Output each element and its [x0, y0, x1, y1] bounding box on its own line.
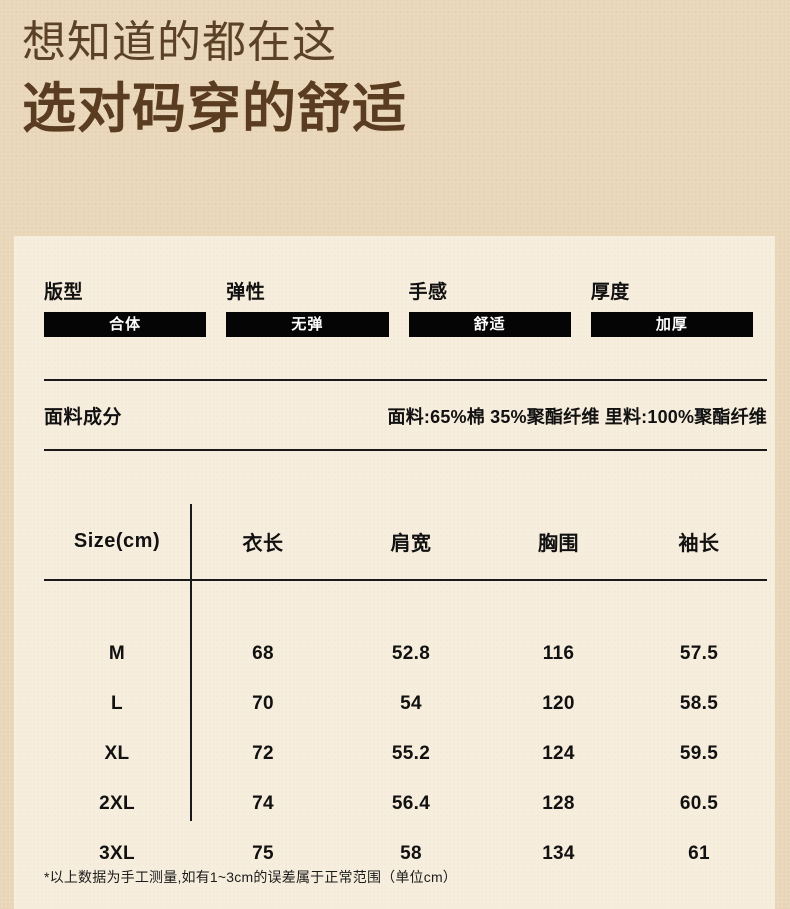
attribute-item-houdu: 厚度 加厚 — [590, 282, 753, 337]
divider-fabric-bottom — [44, 449, 767, 451]
column-header-sleeve: 袖长 — [678, 533, 720, 555]
cell-length: 75 — [252, 843, 274, 864]
measurement-footnote: *以上数据为手工测量,如有1~3cm的误差属于正常范围（单位cm） — [44, 869, 458, 885]
attribute-label: 版型 — [44, 282, 84, 303]
cell-size: 2XL — [99, 793, 135, 814]
cell-sleeve: 58.5 — [679, 693, 719, 714]
cell-shoulder: 56.4 — [391, 793, 431, 814]
attribute-item-tanxing: 弹性 无弹 — [226, 282, 389, 337]
cell-length: 70 — [252, 693, 274, 714]
divider-size-column — [190, 504, 192, 821]
heading-title: 选对码穿的舒适 — [22, 79, 407, 139]
cell-length: 68 — [252, 643, 274, 664]
table-header-row: Size(cm) 衣长 肩宽 胸围 袖长 — [44, 504, 767, 579]
table-row: L 70 54 120 58.5 — [44, 679, 767, 729]
attribute-badge: 无弹 — [226, 312, 389, 337]
page-heading: 想知道的都在这 选对码穿的舒适 — [22, 14, 762, 144]
attribute-item-shougan: 手感 舒适 — [408, 282, 571, 337]
cell-sleeve: 59.5 — [679, 743, 719, 764]
spec-panel: 版型 合体 弹性 无弹 手感 舒适 厚度 加厚 面料成分 面料:65%棉 35%… — [14, 236, 775, 909]
cell-bust: 124 — [542, 743, 575, 764]
divider-fabric-top — [44, 379, 767, 381]
cell-sleeve: 60.5 — [679, 793, 719, 814]
cell-bust: 120 — [542, 693, 575, 714]
table-row: 2XL 74 56.4 128 60.5 — [44, 779, 767, 829]
cell-bust: 128 — [542, 793, 575, 814]
cell-sleeve: 57.5 — [679, 643, 719, 664]
attribute-badge: 舒适 — [408, 312, 571, 337]
cell-bust: 134 — [542, 843, 575, 864]
column-header-bust: 胸围 — [538, 533, 579, 555]
heading-subtitle: 想知道的都在这 — [22, 18, 337, 67]
size-table: Size(cm) 衣长 肩宽 胸围 袖长 M 68 52.8 — [44, 504, 767, 879]
cell-size: L — [111, 693, 123, 714]
column-header-size: Size(cm) — [73, 530, 161, 552]
attribute-label: 厚度 — [590, 282, 630, 303]
attribute-badge: 加厚 — [590, 312, 753, 337]
column-header-length: 衣长 — [242, 533, 284, 555]
attribute-badge: 合体 — [44, 312, 207, 337]
cell-shoulder: 54 — [400, 693, 422, 714]
attribute-label: 弹性 — [226, 282, 266, 303]
cell-length: 74 — [252, 793, 274, 814]
fabric-composition-row: 面料成分 面料:65%棉 35%聚酯纤维 里料:100%聚酯纤维 — [44, 402, 767, 429]
table-row: XL 72 55.2 124 59.5 — [44, 729, 767, 779]
table-spacer — [44, 579, 767, 629]
cell-shoulder: 55.2 — [391, 743, 431, 764]
cell-sleeve: 61 — [688, 843, 710, 864]
cell-size: 3XL — [99, 843, 135, 864]
cell-shoulder: 52.8 — [391, 643, 431, 664]
table-row: M 68 52.8 116 57.5 — [44, 629, 767, 679]
attribute-label: 手感 — [408, 282, 448, 303]
attribute-row: 版型 合体 弹性 无弹 手感 舒适 厚度 加厚 — [44, 282, 753, 337]
cell-bust: 116 — [542, 643, 575, 664]
fabric-composition-value: 面料:65%棉 35%聚酯纤维 里料:100%聚酯纤维 — [387, 407, 767, 427]
attribute-item-banxing: 版型 合体 — [44, 282, 207, 337]
cell-size: XL — [104, 743, 130, 764]
column-header-shoulder: 肩宽 — [390, 533, 432, 555]
fabric-composition-label: 面料成分 — [44, 407, 123, 428]
cell-length: 72 — [252, 743, 274, 764]
table-row: 3XL 75 58 134 61 — [44, 829, 767, 879]
divider-table-header — [44, 579, 767, 581]
cell-size: M — [108, 643, 126, 664]
cell-shoulder: 58 — [400, 843, 422, 864]
